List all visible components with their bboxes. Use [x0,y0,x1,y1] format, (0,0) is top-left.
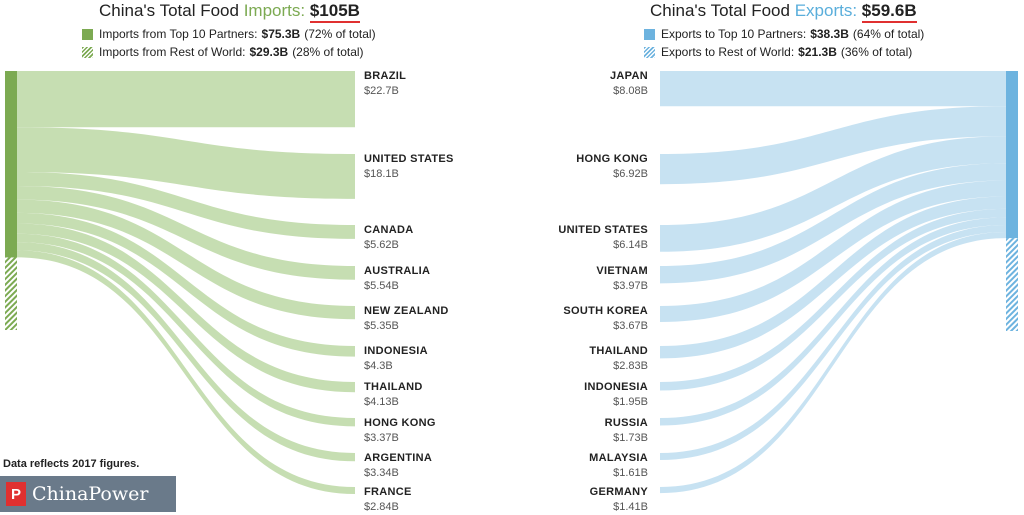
exp-label-south-korea: SOUTH KOREA $3.67B [563,304,648,334]
imp-label-hong-kong: HONG KONG $3.37B [364,416,436,446]
partner-value: $4.13B [364,396,399,408]
partner-value: $3.97B [613,280,648,292]
imp-flow-australia [17,185,355,280]
exp-flow-germany [660,231,1006,494]
exp-label-japan: JAPAN $8.08B [610,69,648,99]
exp-label-malaysia: MALAYSIA $1.61B [589,451,648,481]
partner-name: SOUTH KOREA [563,305,648,317]
partner-value: $2.83B [613,360,648,372]
exp-flow-vietnam [660,163,1006,284]
exp-rest-of-world-bar [1006,238,1018,331]
partner-value: $3.67B [613,320,648,332]
imp-label-argentina: ARGENTINA $3.34B [364,451,432,481]
partner-value: $3.37B [364,432,399,444]
partner-value: $18.1B [364,168,399,180]
partner-value: $5.54B [364,280,399,292]
partner-name: HONG KONG [576,153,648,165]
partner-name: THAILAND [364,381,423,393]
partner-value: $3.34B [364,467,399,479]
partner-value: $1.61B [613,467,648,479]
partner-value: $1.73B [613,432,648,444]
imp-flow-france [17,250,355,495]
imp-label-australia: AUSTRALIA $5.54B [364,264,430,294]
imp-top10-bar [5,71,17,258]
partner-name: FRANCE [364,486,412,498]
exp-flow-japan [660,71,1006,107]
exp-flow-south-korea [660,180,1006,323]
exp-flow-hong-kong [660,106,1006,185]
partner-value: $22.7B [364,85,399,97]
exp-label-thailand: THAILAND $2.83B [589,344,648,374]
partner-value: $5.35B [364,320,399,332]
imp-label-indonesia: INDONESIA $4.3B [364,344,428,374]
partner-name: INDONESIA [364,345,428,357]
partner-value: $6.92B [613,168,648,180]
partner-name: RUSSIA [604,417,648,429]
exp-label-indonesia: INDONESIA $1.95B [584,380,648,410]
exp-label-russia: RUSSIA $1.73B [605,416,648,446]
imp-flow-argentina [17,242,355,462]
exp-label-vietnam: VIETNAM $3.97B [596,264,648,294]
partner-name: MALAYSIA [589,452,648,464]
partner-name: AUSTRALIA [364,265,431,277]
exp-flow-malaysia [660,224,1006,461]
partner-value: $8.08B [613,85,648,97]
exp-flow-thailand [660,196,1006,359]
data-year-note: Data reflects 2017 figures. [3,458,140,470]
exports-legend-rest: Exports to Rest of World: $21.3B (36% of t… [644,45,912,59]
partner-name: NEW ZEALAND [364,305,449,317]
imp-label-new-zealand: NEW ZEALAND $5.35B [364,304,449,334]
imports-title: China's Total Food Imports: $105B [99,1,360,23]
imp-flow-thailand [17,223,355,393]
imp-label-thailand: THAILAND $4.13B [364,380,423,410]
exp-label-united-states: UNITED STATES $6.14B [558,223,648,253]
imp-label-canada: CANADA $5.62B [364,223,413,253]
partner-value: $4.3B [364,360,393,372]
partner-name: INDONESIA [584,381,648,393]
imp-flow-united-states [17,127,355,199]
solid-swatch-icon [82,28,93,40]
partner-value: $5.62B [364,239,399,251]
imp-flow-brazil [17,71,355,128]
partner-name: UNITED STATES [364,153,454,165]
partner-value: $6.14B [613,239,648,251]
imp-flow-indonesia [17,212,355,357]
exports-title: China's Total Food Exports: $59.6B [650,1,917,23]
partner-name: CANADA [364,224,414,236]
partner-value: $2.84B [364,501,399,513]
exp-label-germany: GERMANY $1.41B [590,485,648,515]
partner-name: THAILAND [589,345,648,357]
partner-name: UNITED STATES [558,224,648,236]
imp-rest-of-world-bar [5,257,17,331]
exp-label-hong-kong: HONG KONG $6.92B [576,152,648,182]
exp-flow-indonesia [660,208,1006,391]
imports-legend-top: Imports from Top 10 Partners: $75.3B (72% … [82,27,376,41]
partner-value: $1.41B [613,501,648,513]
partner-name: JAPAN [610,70,648,82]
partner-name: ARGENTINA [364,452,433,464]
exp-flow-united-states [660,136,1006,252]
hatched-swatch-icon [82,46,93,58]
partner-name: HONG KONG [364,417,436,429]
chinapower-logo: P ChinaPower [0,476,176,512]
imp-flow-hong-kong [17,233,355,427]
imp-label-united-states: UNITED STATES $18.1B [364,152,454,182]
exports-legend-top: Exports to Top 10 Partners: $38.3B (64% of… [644,27,924,41]
imports-legend-rest: Imports from Rest of World: $29.3B (28% of… [82,45,364,59]
imp-label-brazil: BRAZIL $22.7B [364,69,406,99]
logo-mark-icon: P [6,482,26,506]
imp-flow-canada [17,172,355,239]
exp-flow-russia [660,217,1006,426]
partner-name: GERMANY [589,486,648,498]
solid-swatch-icon [644,28,655,40]
imp-flow-new-zealand [17,199,355,320]
imp-label-france: FRANCE $2.84B [364,485,412,515]
partner-name: BRAZIL [364,70,407,82]
partner-value: $1.95B [613,396,648,408]
hatched-swatch-icon [644,46,655,58]
partner-name: VIETNAM [596,265,648,277]
exp-top10-bar [1006,71,1018,239]
